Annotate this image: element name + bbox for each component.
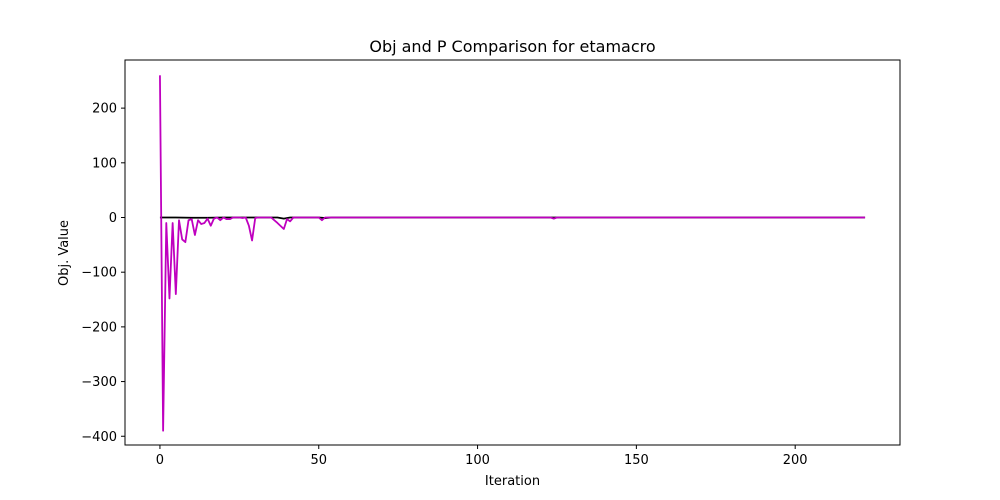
y-tick-label: 0	[109, 211, 117, 226]
x-axis-label: Iteration	[485, 474, 540, 489]
plot-frame	[124, 59, 901, 446]
x-tick-label: 100	[465, 453, 490, 468]
x-tick-label: 200	[783, 453, 808, 468]
x-axis-ticks: 0 50 100 150 200	[156, 445, 808, 468]
x-tick-label: 150	[624, 453, 649, 468]
chart-title: Obj and P Comparison for etamacro	[369, 37, 655, 56]
series-line-1	[159, 75, 866, 432]
y-tick-label: −100	[81, 266, 117, 281]
y-tick-label: −300	[81, 375, 117, 390]
y-axis-label: Obj. Value	[57, 220, 72, 286]
y-tick-label: 200	[92, 102, 117, 117]
y-tick-label: −200	[81, 320, 117, 335]
x-tick-label: 50	[310, 453, 327, 468]
y-axis-ticks: −400 −300 −200 −100 0 100 200	[81, 102, 125, 445]
y-tick-label: 100	[92, 156, 117, 171]
y-tick-label: −400	[81, 430, 117, 445]
x-tick-label: 0	[156, 453, 164, 468]
series-layer	[159, 75, 866, 432]
